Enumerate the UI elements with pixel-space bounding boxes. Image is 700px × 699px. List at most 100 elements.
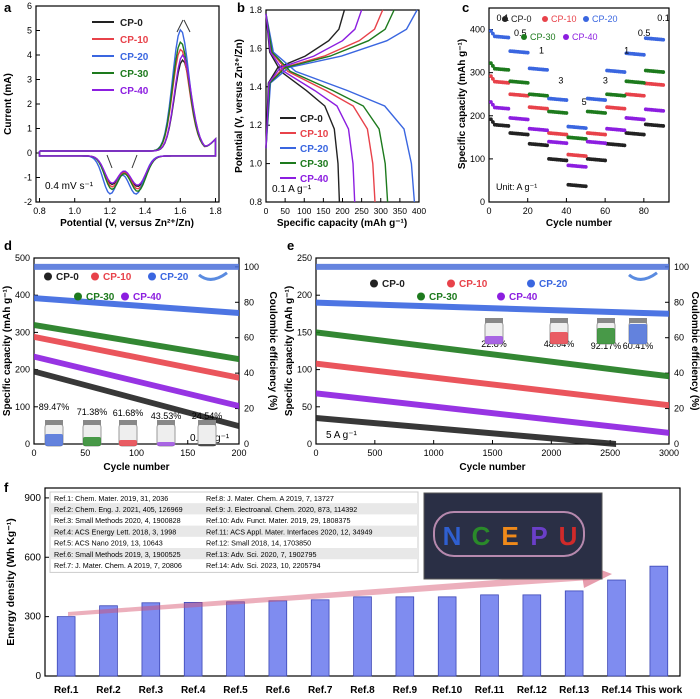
- rate-point-CP-20: [661, 37, 666, 42]
- rate-point-CP-0: [583, 184, 588, 189]
- bar-Ref.11: [480, 594, 499, 677]
- rate-point-CP-30: [622, 93, 627, 98]
- y-tick-label: 200: [470, 111, 485, 121]
- vial-liquid: [629, 324, 647, 344]
- legend-label-CP-0: CP-0: [382, 279, 405, 290]
- y-tick-label: 0: [27, 148, 32, 158]
- rate-point-CP-30: [490, 64, 495, 68]
- legend-marker-CP-30: [74, 292, 82, 301]
- x-tick-label: 250: [355, 206, 369, 216]
- panel-a-cv-chart: 0.8 1.0 1.2 1.4 1.6 1.8 -2 -1 0 1 2 3 4 5 6 Potential (…: [3, 1, 222, 229]
- rate-point-CP-20: [545, 68, 549, 72]
- bar-label-Ref.14: Ref.14: [601, 685, 631, 696]
- x-tick-label: 2000: [541, 448, 561, 458]
- legend-marker-CP-0: [370, 279, 378, 288]
- bar-Ref.4: [183, 601, 203, 677]
- retention-label: 61.68%: [113, 408, 144, 418]
- legend-marker-CP-40: [563, 34, 569, 40]
- legend-label-CP-20: CP-20: [592, 14, 618, 24]
- rate-point-CP-40: [583, 165, 588, 169]
- coulombic-efficiency-band: [34, 263, 239, 270]
- rate-point-CP-0: [641, 132, 646, 137]
- photo-letter: P: [530, 521, 547, 551]
- bar-Ref.13: [564, 590, 584, 677]
- rate-point-CP-10: [490, 76, 495, 81]
- rate-point-CP-20: [641, 52, 646, 57]
- legend-marker-CP-30: [417, 292, 425, 301]
- bar-Ref.9: [395, 596, 415, 677]
- reference-entry: Ref.2: Chem. Eng. J. 2021, 405, 126969: [54, 505, 183, 514]
- legend-label-CP-40: CP-40: [133, 292, 162, 303]
- y-tick-label: 1.0: [249, 159, 262, 169]
- y-tick-label: 300: [15, 327, 30, 337]
- panel-letter-e: e: [287, 238, 294, 253]
- reference-entry: Ref.5: ACS Nano 2019, 13, 10643: [54, 539, 163, 548]
- rate-step-label: 3: [603, 75, 608, 85]
- discharge-curve-CP-0: [265, 13, 341, 203]
- rate-step-label: 3: [558, 75, 563, 85]
- plot-frame: [265, 9, 420, 203]
- x-tick-label: 200: [335, 206, 349, 216]
- y-tick-label: 0: [480, 197, 485, 207]
- reference-entry: Ref.4: ACS Energy Lett. 2018, 3, 1998: [54, 527, 176, 536]
- rate-step-label: 1: [624, 45, 629, 55]
- bar-label-Ref.4: Ref.4: [181, 685, 206, 696]
- y2-tick-label: 100: [674, 262, 689, 272]
- rate-point-CP-20: [489, 28, 493, 33]
- retention-label: 92.17%: [591, 341, 622, 351]
- reference-entry: Ref.1: Chem. Mater. 2019, 31, 2036: [54, 494, 168, 503]
- y-tick-label: 400: [15, 290, 30, 300]
- charge-curve-CP-40: [265, 9, 363, 149]
- rate-point-CP-20: [603, 98, 608, 102]
- legend-label-CP-20: CP-20: [160, 272, 189, 283]
- y-tick-label: 150: [297, 327, 312, 337]
- vial-liquid: [119, 440, 137, 446]
- reference-entry: Ref.3: Small Methods 2020, 4, 1900828: [54, 516, 181, 525]
- bar-Ref.5: [226, 601, 245, 677]
- x-tick-label: 200: [231, 448, 246, 458]
- reference-row-stripe: [50, 503, 418, 515]
- y2-tick-label: 60: [244, 333, 254, 343]
- legend-label-CP-10: CP-10: [103, 272, 132, 283]
- vial-cap: [83, 420, 101, 425]
- reference-row-stripe: [50, 525, 418, 537]
- panel-f-energy-density-chart: 0 300 600 900 Energy density (Wh Kg⁻¹) Ref.1 R…: [5, 487, 683, 696]
- rate-step-label: 0.1: [657, 13, 670, 23]
- y-tick-label: 100: [470, 154, 485, 164]
- rate-point-CP-0: [661, 124, 666, 128]
- legend-label-CP-40: CP-40: [572, 32, 598, 42]
- bar-label-Ref.9: Ref.9: [393, 685, 418, 696]
- trend-arrow-body: [68, 573, 590, 616]
- charge-curve-CP-10: [265, 9, 384, 149]
- y-tick-label: 250: [297, 253, 312, 263]
- panel-letter-f: f: [4, 480, 9, 495]
- peak-arrow: [176, 19, 184, 33]
- bar-Ref.1: [56, 616, 76, 677]
- rate-point-CP-30: [564, 111, 569, 115]
- rate-point-CP-40: [489, 100, 493, 104]
- y-tick-label: -1: [24, 173, 32, 183]
- photo-letter: U: [559, 521, 578, 551]
- y2-tick-label: 20: [244, 404, 254, 414]
- peak-arrow: [106, 154, 113, 169]
- retention-label: 71.38%: [77, 407, 108, 417]
- y-axis-title: Energy density (Wh Kg⁻¹): [5, 518, 17, 645]
- vial-liquid: [597, 328, 615, 344]
- rate-point-CP-20: [525, 50, 530, 55]
- capacity-band-CP-0: [316, 414, 617, 447]
- y2-tick-label: 80: [244, 297, 254, 307]
- capacity-band-CP-20: [34, 295, 239, 317]
- x-tick-label: 0: [264, 206, 269, 216]
- legend-label-CP-30: CP-30: [530, 32, 556, 42]
- charge-curve-CP-30: [265, 9, 395, 149]
- vial-liquid: [198, 444, 216, 446]
- x-tick-label: 50: [280, 206, 290, 216]
- x-tick-label: 1.2: [104, 206, 117, 216]
- y2-tick-label: 100: [244, 262, 259, 272]
- discharge-curve-CP-30: [265, 13, 389, 203]
- x-tick-label: 400: [412, 206, 426, 216]
- x-tick-label: 1.6: [174, 206, 187, 216]
- vial-liquid: [83, 437, 101, 446]
- x-tick-label: 20: [523, 206, 533, 216]
